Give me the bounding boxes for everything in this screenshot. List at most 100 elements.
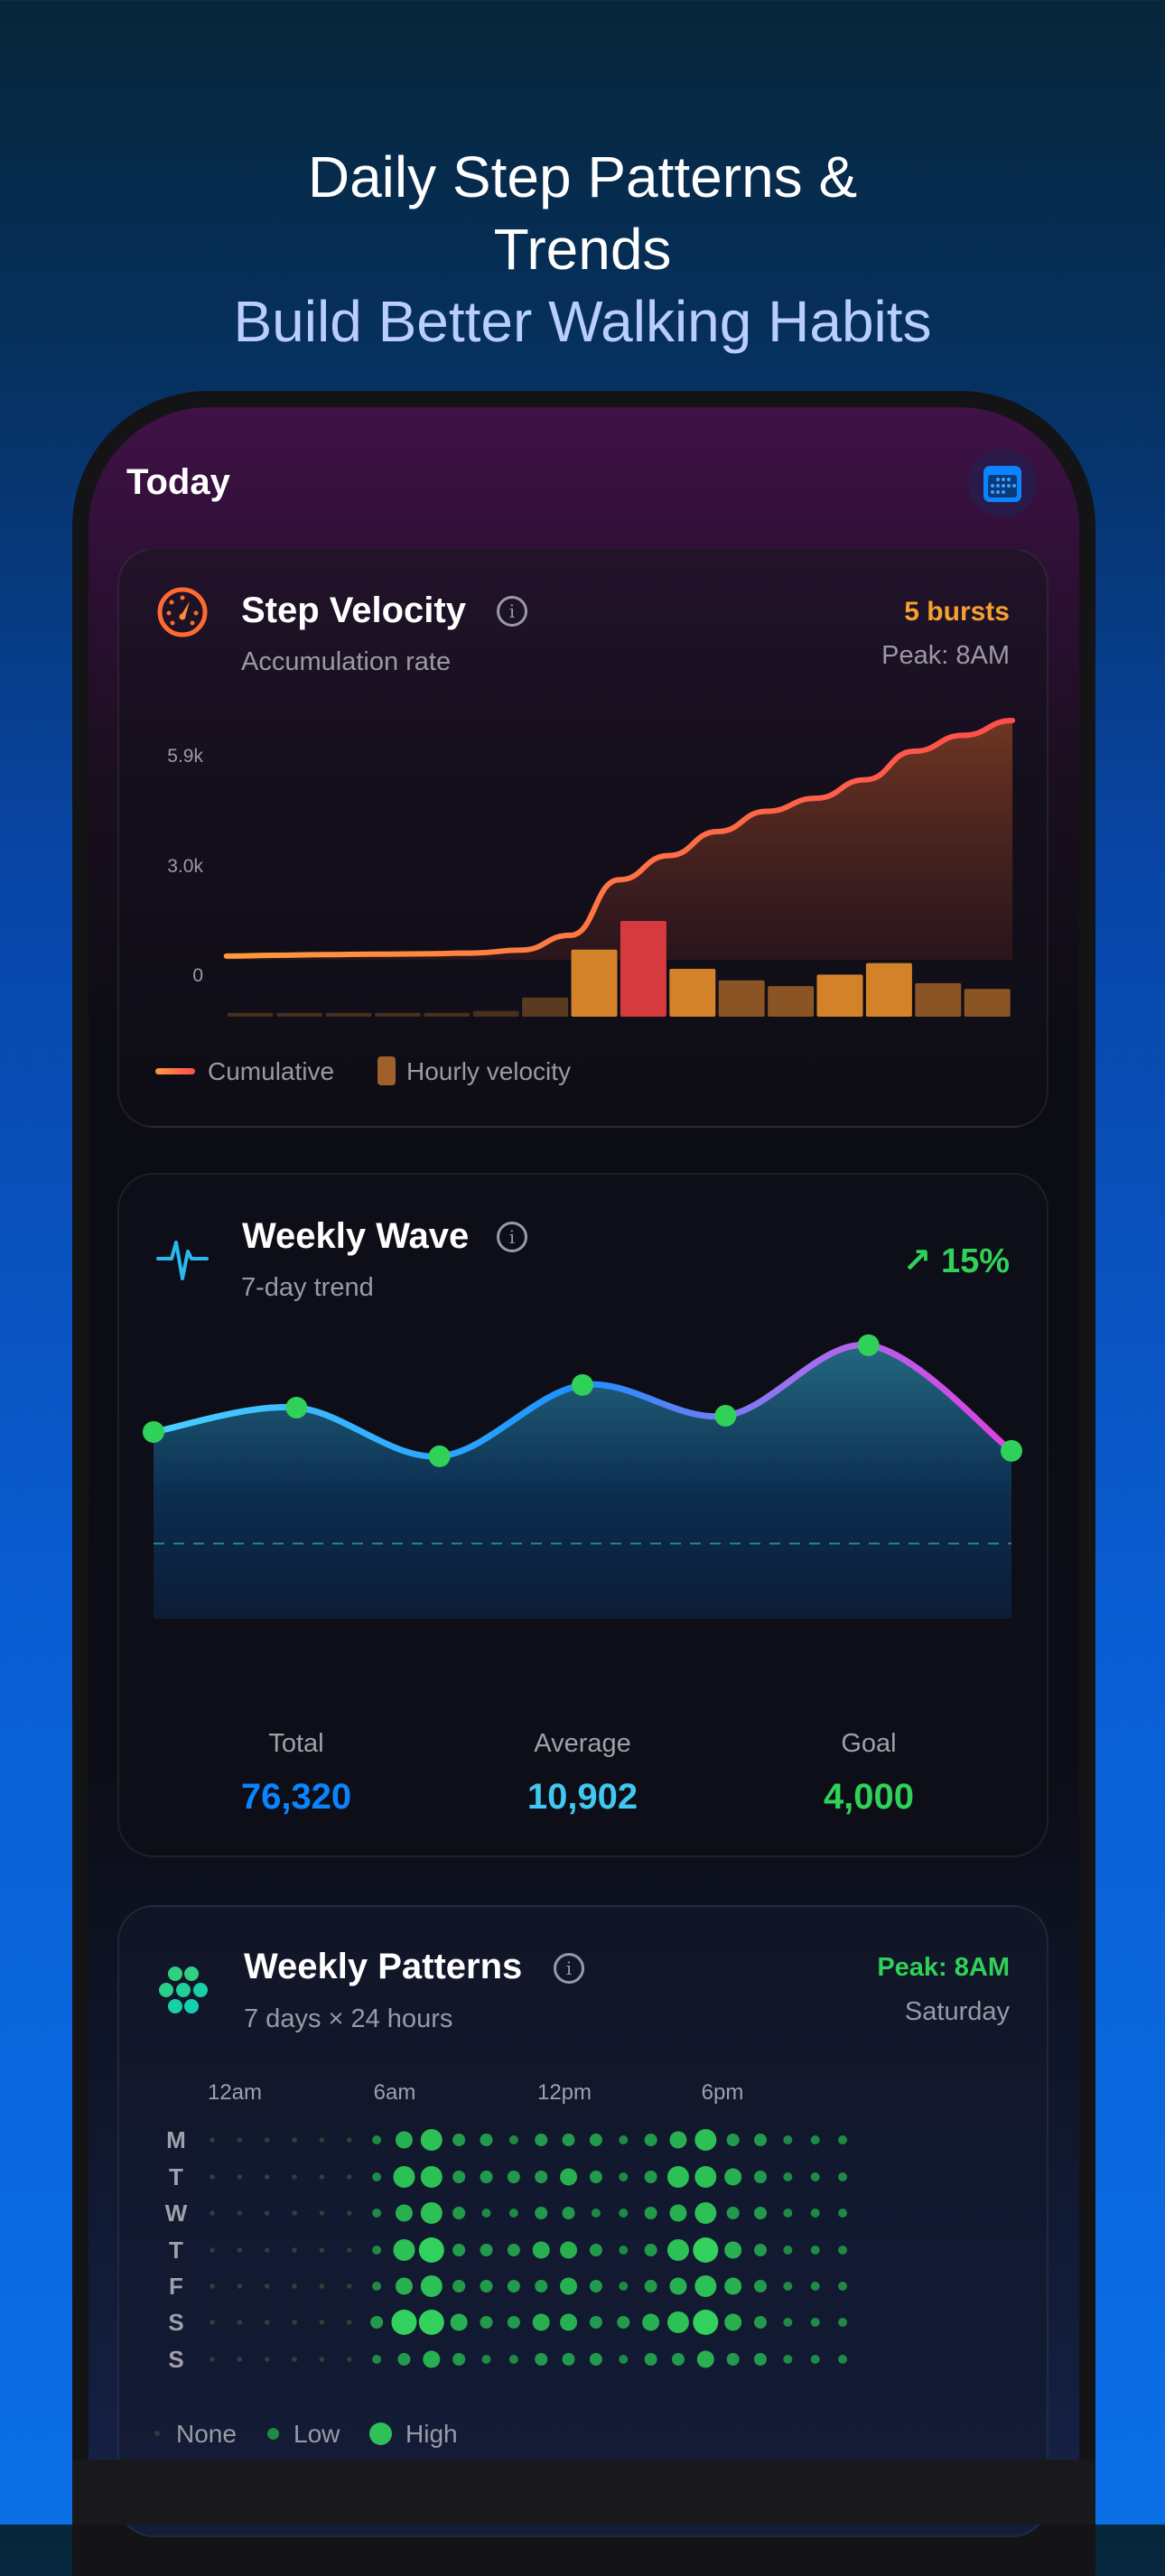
heatmap-cell [346,2137,352,2143]
heatmap-cell [694,2202,717,2224]
weekly-heatmap [210,2129,848,2368]
heatmap-cell [693,2237,719,2263]
patterns-peak-day: Saturday [904,1997,1010,2026]
heatmap-cell [694,2275,717,2297]
cumulative-line [223,717,1016,959]
heatmap-cell [619,2246,629,2255]
heatmap-cell [452,2171,466,2183]
info-icon[interactable]: i [554,1953,584,1984]
heatmap-cell [694,2166,717,2188]
step-velocity-title: Step Velocity [241,591,466,630]
heatmap-cell [726,2207,740,2219]
legend-none: None [176,2420,237,2448]
y-tick: 5.9k [167,746,203,767]
trend-badge: ↗ 15% [902,1242,1010,1280]
heatmap-cell [372,2209,382,2218]
heatmap-cell [480,2171,493,2183]
heatmap-cell [838,2318,848,2327]
info-icon[interactable]: i [497,596,527,627]
heatmap-cell [783,2246,793,2255]
heatmap-cell [210,2283,215,2289]
heatmap-cell [666,2311,689,2333]
heatmap-cell [264,2247,270,2253]
heatmap-cell [480,2316,493,2329]
velocity-bar [669,969,716,1017]
heatmap-cell [644,2134,657,2146]
heatmap-cell [319,2357,325,2362]
heatmap-cell [370,2316,384,2329]
heatmap-cell [619,2172,629,2181]
heatmap-cell [838,2172,848,2181]
heatmap-cell [481,2209,491,2218]
heatmap-cell [395,2131,413,2149]
velocity-bar [718,980,765,1017]
heatmap-cell [346,2320,352,2325]
heatmap-cell [724,2168,742,2186]
heatmap-cell [783,2209,793,2218]
heatmap-cell [838,2246,848,2255]
bottom-bezel [72,2460,1095,2525]
heatmap-cell [346,2247,352,2253]
heatmap-cell [838,2135,848,2144]
speedometer-icon [157,587,208,637]
heatmap-cell [644,2244,657,2256]
heatmap-cell [562,2134,575,2146]
heatmap-cell [589,2134,602,2146]
patterns-peak: Peak: 8AM [877,1953,1010,1982]
heatmap-cell [754,2280,767,2292]
heatmap-cell [395,2204,413,2222]
heatmap-cell [452,2244,466,2256]
heatmap-cell [292,2247,297,2253]
heatmap-cell [783,2172,793,2181]
heatmap-cell [372,2355,382,2364]
heatmap-cell [532,2313,550,2331]
legend-hourly-velocity: Hourly velocity [406,1057,572,1085]
heatmap-cell [838,2209,848,2218]
heatmap-cell [507,2280,520,2292]
heatmap-cell [535,2353,548,2366]
day-label: T [169,2163,183,2190]
heatmap-cell [397,2353,411,2366]
legend-low-dot [267,2428,279,2440]
heatmap-cell [264,2137,270,2143]
heatmap-cell [589,2171,602,2183]
velocity-bar [571,949,618,1017]
stat-goal-value: 4,000 [823,1777,915,1817]
day-label: T [169,2237,183,2264]
heatmap-cell [237,2320,243,2325]
velocity-bar [816,974,863,1017]
heatmap-cell [292,2283,297,2289]
heatmap-cell [292,2210,297,2216]
wave-point [714,1405,737,1427]
heatmap-cell [754,2207,767,2219]
heatmap-cell [372,2172,382,2181]
heatmap-cell [264,2357,270,2362]
heatmap-cell [783,2318,793,2327]
hour-label: 12am [207,2080,263,2105]
heatmap-cell [666,2239,689,2261]
heatmap-cell [210,2320,215,2325]
heatmap-cell [783,2135,793,2144]
stat-average-value: 10,902 [527,1777,638,1817]
legend-high-dot [369,2423,392,2445]
heatmap-cell [418,2310,444,2335]
heatmap-cell [589,2280,602,2292]
legend-none-dot [154,2431,160,2436]
heatmap-cell [292,2320,297,2325]
velocity-bar [915,982,962,1017]
heatmap-cell [391,2310,417,2335]
heatmap-cell [393,2166,415,2188]
heatmap-cell [237,2174,243,2180]
calendar-button[interactable] [968,449,1037,517]
heatmap-cell [210,2174,215,2180]
stat-total-value: 76,320 [240,1777,352,1817]
heatmap-cell [480,2244,493,2256]
heatmap-cell [724,2277,742,2295]
heatmap-cell [237,2137,243,2143]
heatmap-cell [589,2244,602,2256]
info-icon[interactable]: i [497,1222,527,1252]
heatmap-cell [292,2357,297,2362]
heatmap-cell [619,2282,629,2291]
heatmap-cell [642,2313,660,2331]
heatmap-cell [507,2244,520,2256]
